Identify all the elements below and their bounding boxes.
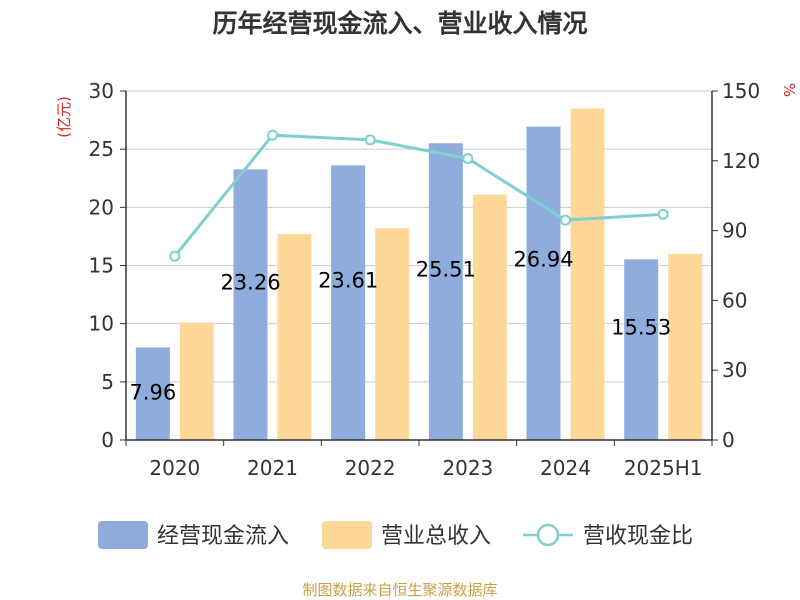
bar-cash-inflow (135, 347, 170, 440)
legend: 经营现金流入 营业总收入 营收现金比 (98, 521, 693, 549)
bar-revenue (277, 234, 312, 440)
bar-cash-inflow (428, 143, 463, 440)
ratio-point (462, 152, 474, 164)
source-note: 制图数据来自恒生聚源数据库 (302, 581, 497, 599)
data-label-cash-inflow: 26.94 (513, 248, 573, 272)
bar-revenue (668, 253, 703, 440)
ratio-line-group (169, 129, 669, 262)
x-tick-label: 2022 (345, 456, 396, 480)
legend-swatch-cash-inflow (98, 521, 148, 549)
legend-item-cash-inflow[interactable]: 经营现金流入 (98, 521, 289, 549)
data-label-cash-inflow: 23.61 (318, 269, 378, 293)
ratio-point (560, 214, 571, 226)
ratio-point (267, 129, 278, 141)
bar-cash-inflow (233, 169, 268, 440)
bars-group (135, 108, 703, 441)
bar-revenue (375, 228, 410, 440)
data-labels-group: 7.96 23.26 23.61 25.51 26.94 15.53 (129, 248, 671, 405)
x-tick-label: 2024 (540, 456, 591, 480)
ratio-line (173, 133, 664, 258)
y-left-tick-label: 0 (101, 428, 114, 452)
bar-revenue (472, 194, 507, 440)
y-left-tick-label: 20 (89, 195, 114, 219)
legend-swatch-revenue (322, 521, 372, 549)
bar-cash-inflow (331, 165, 366, 440)
y-right-tick-label: 150 (722, 79, 760, 103)
legend-marker-ratio (536, 523, 560, 547)
legend-label-cash-inflow: 经营现金流入 (157, 524, 289, 549)
data-label-cash-inflow: 7.96 (129, 380, 176, 404)
ratio-point (657, 208, 669, 220)
data-label-cash-inflow: 15.53 (611, 316, 671, 340)
y-left-tick-label: 15 (89, 254, 114, 278)
y-right-tick-label: 30 (722, 358, 747, 382)
data-label-cash-inflow: 23.26 (220, 271, 280, 295)
x-tick-label: 2025H1 (624, 456, 703, 480)
bar-revenue (179, 322, 214, 440)
y-right-unit-label: % (780, 83, 798, 97)
axes-group: 0 5 10 15 20 25 30 0 30 60 90 120 150 2020 2021 2022 202… (89, 79, 761, 480)
legend-label-ratio: 营收现金比 (583, 524, 693, 549)
y-right-tick-label: 120 (722, 149, 760, 173)
y-right-tick-label: 90 (722, 219, 747, 243)
bar-cash-inflow (624, 259, 659, 440)
legend-item-ratio[interactable]: 营收现金比 (523, 523, 693, 549)
x-tick-label: 2021 (247, 456, 298, 480)
y-left-tick-label: 5 (101, 370, 114, 394)
y-left-tick-label: 30 (89, 79, 114, 103)
y-left-tick-label: 25 (89, 137, 114, 161)
bar-cash-inflow (526, 126, 561, 441)
ratio-point (364, 134, 376, 146)
y-right-tick-label: 60 (722, 288, 747, 312)
chart-title: 历年经营现金流入、营业收入情况 (212, 9, 587, 38)
y-left-unit-label: (亿元) (55, 96, 73, 138)
x-tick-label: 2023 (442, 456, 493, 480)
y-right-tick-label: 0 (722, 428, 735, 452)
y-left-tick-label: 10 (89, 312, 114, 336)
bar-revenue (570, 108, 605, 440)
legend-item-revenue[interactable]: 营业总收入 (322, 521, 491, 549)
legend-label-revenue: 营业总收入 (381, 524, 491, 549)
x-tick-label: 2020 (149, 456, 200, 480)
data-label-cash-inflow: 25.51 (416, 258, 476, 282)
ratio-point (169, 250, 181, 262)
